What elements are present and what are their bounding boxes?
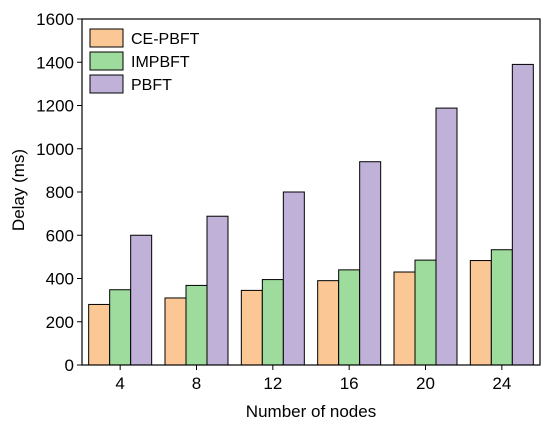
bar-ce-pbft-24	[469, 260, 492, 366]
legend-swatch-impbft	[89, 51, 124, 71]
y-tick-label: 0	[65, 356, 74, 375]
bar-pbft-4	[130, 234, 153, 366]
y-tick-label: 1200	[36, 97, 74, 116]
bar-pbft-16	[359, 161, 382, 366]
bar-ce-pbft-4	[88, 303, 111, 366]
legend-label-ce-pbft: CE-PBFT	[131, 31, 200, 48]
x-tick-label: 12	[263, 374, 282, 393]
bar-pbft-12	[282, 191, 305, 366]
x-tick-label: 24	[492, 374, 511, 393]
y-tick-label: 800	[46, 183, 74, 202]
bar-impbft-16	[338, 269, 361, 366]
bar-impbft-20	[414, 259, 437, 366]
bar-ce-pbft-20	[393, 271, 416, 366]
y-tick-label: 600	[46, 226, 74, 245]
bar-impbft-24	[490, 249, 513, 366]
legend-swatch-pbft	[89, 74, 124, 94]
bar-ce-pbft-16	[317, 280, 340, 366]
bar-ce-pbft-8	[164, 297, 187, 366]
bar-pbft-20	[435, 107, 458, 366]
x-tick-label: 16	[340, 374, 359, 393]
y-tick-label: 1600	[36, 10, 74, 29]
axes-layer: 0 200 400 600 800 1000 1200 1400 1600 4 8 12 16 20 24	[36, 10, 541, 393]
y-tick-label: 1000	[36, 140, 74, 159]
legend-label-impbft: IMPBFT	[131, 54, 190, 71]
bar-ce-pbft-12	[240, 289, 263, 366]
bar-impbft-8	[185, 284, 208, 366]
bars-layer	[88, 63, 534, 366]
x-tick-label: 4	[115, 374, 124, 393]
legend: CE-PBFT IMPBFT PBFT	[89, 28, 200, 94]
x-axis-title: Number of nodes	[246, 402, 376, 421]
y-tick-label: 400	[46, 270, 74, 289]
legend-label-pbft: PBFT	[131, 77, 172, 94]
y-tick-label: 1400	[36, 53, 74, 72]
y-axis-title: Delay (ms)	[9, 149, 28, 231]
bar-impbft-12	[261, 279, 284, 366]
y-tick-label: 200	[46, 313, 74, 332]
bar-impbft-4	[109, 289, 132, 366]
bar-pbft-8	[206, 215, 229, 366]
x-tick-label: 8	[192, 374, 201, 393]
bar-pbft-24	[511, 63, 534, 366]
x-tick-label: 20	[416, 374, 435, 393]
legend-swatch-ce-pbft	[89, 28, 124, 48]
